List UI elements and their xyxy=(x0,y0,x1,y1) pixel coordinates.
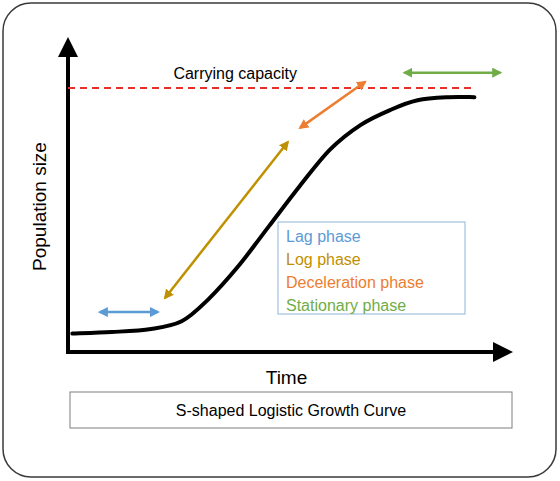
title: S-shaped Logistic Growth Curve xyxy=(176,402,406,419)
phase-arrow xyxy=(165,142,288,298)
y-axis-label: Population size xyxy=(29,142,50,271)
legend-box xyxy=(278,222,465,314)
legend-entry: Deceleration phase xyxy=(286,274,424,291)
x-axis-label: Time xyxy=(266,367,308,388)
growth-curve xyxy=(72,97,474,334)
annotation-label: Carrying capacity xyxy=(173,65,297,82)
phase-arrow xyxy=(100,311,158,314)
legend-entry: Lag phase xyxy=(286,228,361,245)
legend-entry: Log phase xyxy=(286,251,361,268)
y-axis xyxy=(66,53,70,354)
curve-group xyxy=(72,97,474,334)
phase-arrow xyxy=(404,71,500,74)
frame xyxy=(3,3,556,477)
legend-entry: Stationary phase xyxy=(286,297,406,314)
title-box xyxy=(70,392,512,428)
annotation-line-group xyxy=(68,87,474,88)
chart: Carrying capacity Lag phase Log phase Decel… xyxy=(0,0,560,481)
x-axis xyxy=(66,350,497,354)
carrying-capacity-line xyxy=(68,87,474,89)
phase-arrow xyxy=(300,82,365,128)
